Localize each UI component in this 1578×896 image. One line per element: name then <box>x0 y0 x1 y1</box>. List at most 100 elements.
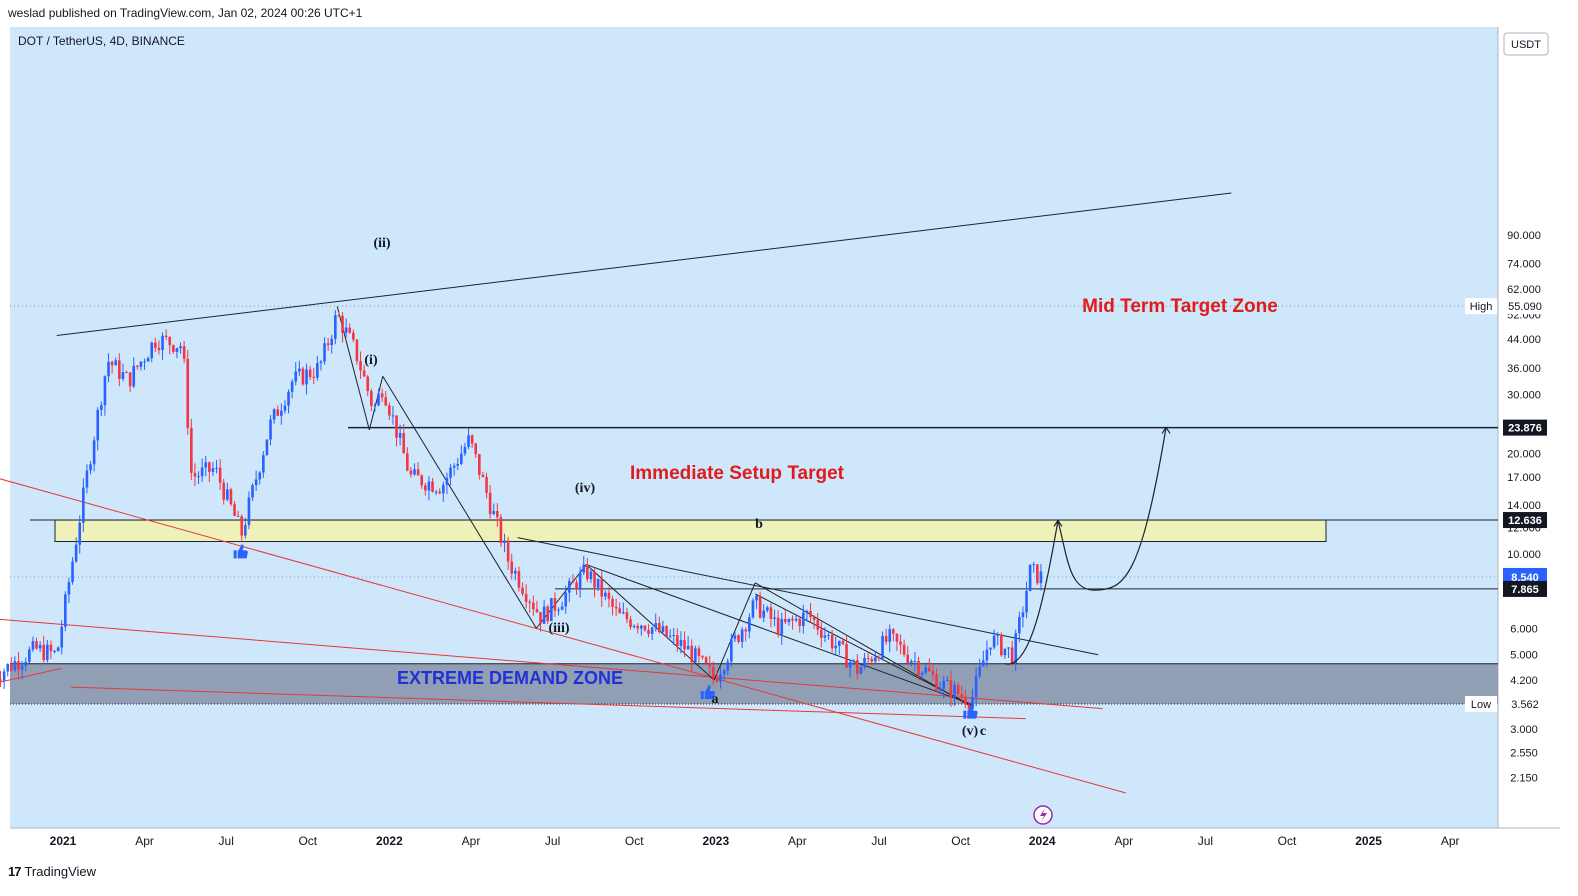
candle <box>17 651 20 680</box>
candle <box>884 628 888 645</box>
candle <box>852 659 856 666</box>
candle-body <box>722 670 726 675</box>
candle <box>157 340 161 355</box>
candle-body <box>647 630 650 634</box>
candle-body <box>877 657 881 659</box>
candle-body <box>532 602 535 610</box>
candle <box>683 631 686 658</box>
candle-body <box>146 358 150 362</box>
candle-body <box>841 640 845 645</box>
candle-body <box>960 694 964 697</box>
candle-body <box>359 361 362 371</box>
candle <box>596 578 600 591</box>
candle <box>931 662 935 681</box>
candle-body <box>373 405 377 407</box>
candle-body <box>539 612 542 624</box>
candle <box>805 609 809 622</box>
candle <box>758 591 762 619</box>
candle <box>845 636 848 668</box>
candle <box>985 640 989 668</box>
candle <box>575 579 578 595</box>
wave-label: a <box>712 692 719 707</box>
candle <box>974 667 978 707</box>
candle-body <box>560 606 564 610</box>
lower-red-trend-line-2 <box>0 478 1126 794</box>
candle-body <box>110 361 114 366</box>
candle-body <box>481 474 485 478</box>
candle-body <box>953 684 956 698</box>
candle <box>398 424 402 446</box>
candle-body <box>636 625 640 629</box>
price-label-text: 12.636 <box>1508 515 1542 527</box>
extreme-demand-zone <box>10 663 1498 704</box>
currency-box[interactable]: USDT <box>1503 32 1549 56</box>
wave-label: (iv) <box>575 481 596 496</box>
price-label: 7.865 <box>1503 580 1547 597</box>
candle <box>1032 561 1036 573</box>
candle <box>74 537 78 563</box>
candle-body <box>600 578 604 597</box>
candle-body <box>377 393 380 406</box>
publish-header: weslad published on TradingView.com, Jan… <box>8 6 363 20</box>
candle-body <box>208 462 211 472</box>
candle-body <box>776 617 780 635</box>
time-axis[interactable] <box>10 828 1560 855</box>
candle <box>452 463 456 476</box>
candle <box>298 360 301 376</box>
candle <box>701 655 704 660</box>
candle-body <box>366 376 370 392</box>
candle-body <box>247 497 251 525</box>
candle-body <box>733 635 737 640</box>
thumb-hand <box>704 684 715 699</box>
candle-body <box>74 544 78 562</box>
candle-body <box>488 492 492 515</box>
candle-body <box>64 594 67 627</box>
candle <box>582 555 586 576</box>
candle-body <box>100 405 103 410</box>
candle <box>521 582 524 597</box>
candle-body <box>499 517 503 544</box>
flash-icon <box>1033 805 1053 825</box>
candle-body <box>762 610 766 618</box>
candle <box>13 656 17 673</box>
candle <box>960 685 964 704</box>
candle <box>215 460 218 474</box>
candle <box>272 408 276 424</box>
price-label-prefix-bg <box>1465 696 1497 712</box>
candle <box>226 482 229 502</box>
candle <box>593 568 596 598</box>
candle-body <box>787 618 791 623</box>
candle <box>485 472 488 499</box>
candle-body <box>629 619 632 628</box>
candle <box>460 445 463 466</box>
candle-body <box>967 704 971 710</box>
candle <box>557 607 560 616</box>
wave-label: (ii) <box>373 236 390 251</box>
candle-body <box>938 688 942 691</box>
candle-body <box>773 617 776 619</box>
candle <box>323 337 326 365</box>
candle <box>316 356 319 381</box>
candle <box>190 418 193 480</box>
candle-body <box>607 592 611 599</box>
candle-body <box>341 315 344 333</box>
candle <box>186 350 190 435</box>
candle-body <box>942 680 946 689</box>
candle-body <box>845 644 848 668</box>
candle-body <box>150 342 154 359</box>
candle <box>481 471 485 478</box>
candle <box>532 595 535 616</box>
candle-body <box>557 609 560 611</box>
candle-body <box>913 660 917 662</box>
candle-body <box>589 571 593 580</box>
candle-body <box>654 623 658 628</box>
symbol-label: DOT / TetherUS, 4D, BINANCE <box>18 34 185 48</box>
candle-body <box>269 419 272 440</box>
candle-body <box>798 618 802 626</box>
candle <box>294 362 298 386</box>
candle <box>496 503 499 527</box>
candle <box>352 329 355 343</box>
candle-body <box>888 629 892 642</box>
candle-body <box>470 435 474 444</box>
